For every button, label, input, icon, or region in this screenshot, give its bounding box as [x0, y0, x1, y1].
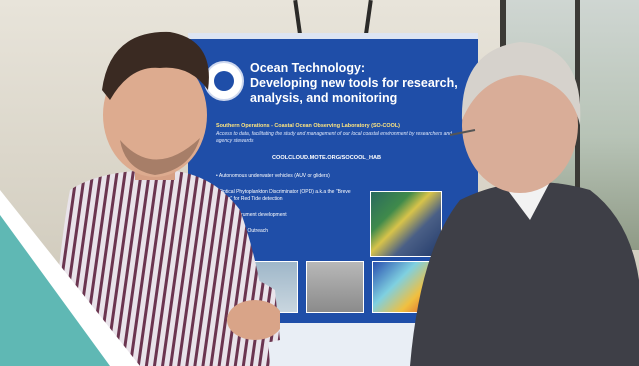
eyeglasses — [449, 129, 476, 136]
research-poster: Ocean Technology: Developing new tools f… — [188, 33, 478, 366]
poster-url: COOLCLOUD.MOTE.ORG/SOCOOL_HAB — [272, 155, 382, 161]
poster-bullet-text: Autonomous underwater vehicles (AUV or g… — [218, 173, 330, 179]
logo-emblem — [214, 71, 234, 91]
presenter-person — [50, 31, 280, 366]
instrument-photo — [306, 261, 364, 313]
dark-suit-jacket — [410, 182, 639, 366]
poster-title-line-2: Developing new tools for research, — [250, 76, 458, 90]
poster-bullet: • Autonomous underwater vehicles (AUV or… — [216, 173, 330, 179]
teal-diagonal-band — [0, 215, 110, 366]
lab-description: Access to data, facilitating the study a… — [216, 131, 452, 144]
face — [103, 53, 207, 177]
organization-logo — [204, 61, 244, 101]
poster-title-line-3: analysis, and monitoring — [250, 91, 398, 105]
head — [462, 57, 578, 193]
poster-title: Ocean Technology: Developing new tools f… — [250, 61, 474, 106]
poster-bullet-text: Optical Phytoplankton Discriminator (OPD… — [216, 189, 351, 202]
beard-stubble — [120, 138, 200, 175]
ocean-map-image — [370, 191, 442, 257]
grey-hair — [461, 42, 581, 125]
visitor-person — [410, 42, 639, 366]
hair — [102, 31, 209, 100]
poster-bullet-text: Novel instrument development — [219, 212, 287, 218]
hands — [227, 300, 280, 340]
poster-title-line-1: Ocean Technology: — [250, 61, 366, 75]
poster-top-band — [188, 33, 478, 39]
lab-name: Southern Operations - Coastal Ocean Obse… — [216, 123, 400, 129]
